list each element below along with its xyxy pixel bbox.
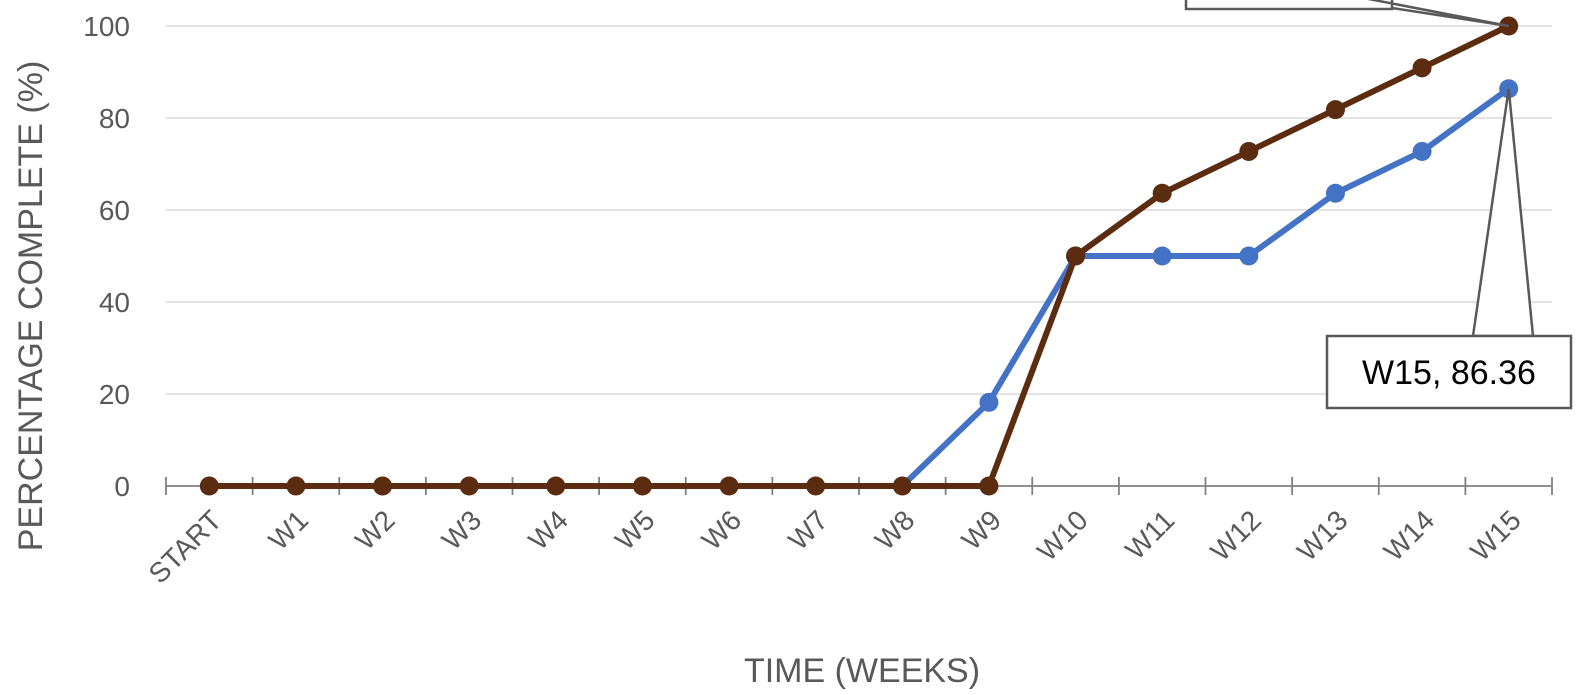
x-tick-label: W4 (522, 504, 574, 556)
data-point (1412, 58, 1432, 78)
x-tick-label: W14 (1378, 504, 1441, 567)
data-point (199, 476, 219, 496)
series-layer (199, 16, 1519, 496)
y-axis-title: PERCENTAGE COMPLETE (%) (12, 61, 50, 552)
data-point (1412, 141, 1432, 161)
partial-callout-pointer (1367, 0, 1509, 28)
y-tick-label: 80 (99, 103, 130, 134)
series-line (209, 23, 1511, 489)
data-point (979, 476, 999, 496)
x-tick-label: W3 (436, 504, 488, 556)
series-1 (900, 79, 1519, 489)
x-tick-label: W12 (1204, 504, 1267, 567)
data-point (1325, 183, 1345, 203)
callout-pointer (1471, 88, 1535, 338)
data-point (806, 476, 826, 496)
data-point (1325, 100, 1345, 120)
x-tick-label: W15 (1464, 504, 1527, 567)
y-tick-label: 20 (99, 379, 130, 410)
data-point (1066, 246, 1086, 266)
data-point (1239, 246, 1259, 266)
data-point (373, 476, 393, 496)
y-tick-label: 0 (114, 471, 130, 502)
callout-box (1325, 334, 1573, 410)
y-tick-label: 40 (99, 287, 130, 318)
x-tick-label: W13 (1291, 504, 1354, 567)
x-tick-label: W1 (263, 504, 315, 556)
x-tick-label: START (143, 504, 228, 589)
callouts: W15, 86.36 (1184, 0, 1573, 410)
data-point (286, 476, 306, 496)
data-point (546, 476, 566, 496)
x-tick-label: W11 (1119, 504, 1180, 565)
x-tick-label: W6 (696, 504, 748, 556)
axes: 0 20 40 60 80 100 START W1 W2 W3 W4 W5 W6 W7 W8 W9 W10 W1… (83, 11, 1553, 589)
data-point (892, 476, 912, 496)
data-point (719, 476, 739, 496)
data-point (979, 392, 999, 412)
series-line (900, 86, 1511, 489)
x-tick-label: W9 (956, 504, 1008, 556)
x-tick-label: W2 (349, 504, 401, 556)
y-tick-label: 60 (99, 195, 130, 226)
data-point (632, 476, 652, 496)
data-point (1152, 183, 1172, 203)
partial-callout-frame (1184, 0, 1394, 11)
x-axis-title: TIME (WEEKS) (744, 652, 980, 690)
x-tick-label: W10 (1031, 504, 1094, 567)
x-tick-label: W8 (869, 504, 921, 556)
data-point (1152, 246, 1172, 266)
data-point (1239, 141, 1259, 161)
series-2 (199, 16, 1519, 496)
y-tick-label: 100 (83, 11, 130, 42)
data-point (459, 476, 479, 496)
data-label: W15, 86.36 (1362, 354, 1536, 392)
x-tick-label: W7 (782, 504, 834, 556)
x-tick-label: W5 (609, 504, 661, 556)
